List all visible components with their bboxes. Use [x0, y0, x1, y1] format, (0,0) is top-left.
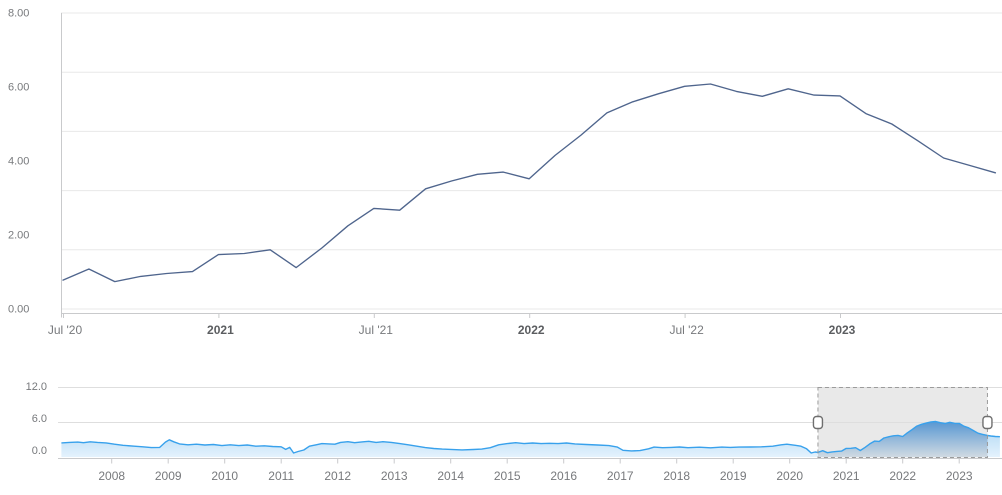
navigator-year-label: 2015 — [494, 469, 521, 483]
main-series-line[interactable] — [62, 83, 997, 283]
navigator-year-label: 2009 — [155, 469, 182, 483]
navigator-year-label: 2022 — [889, 469, 916, 483]
main-y-axis-label: 8.00 — [8, 8, 29, 20]
main-x-axis-label: 2022 — [518, 323, 545, 337]
navigator-year-label: 2019 — [720, 469, 747, 483]
navigator-year-label: 2008 — [98, 469, 125, 483]
main-x-axis-label: 2021 — [207, 323, 234, 337]
navigator-area-selected[interactable] — [61, 421, 1000, 458]
navigator-area[interactable] — [61, 421, 1000, 458]
main-y-axis-label: 0.00 — [8, 304, 29, 316]
main-x-axis-label: Jul '22 — [669, 323, 704, 337]
navigator-right-handle[interactable] — [982, 415, 993, 430]
main-x-axis-label: 2023 — [829, 323, 856, 337]
navigator-year-label: 2020 — [776, 469, 803, 483]
navigator-year-label: 2016 — [550, 469, 577, 483]
main-y-axis-label: 4.00 — [8, 156, 29, 168]
navigator-year-label: 2010 — [211, 469, 238, 483]
navigator-y-axis-label: 0.0 — [32, 445, 47, 457]
main-y-axis-label: 6.00 — [8, 82, 29, 94]
navigator-year-label: 2018 — [663, 469, 690, 483]
navigator: 2008 2009 2010 2011 2012 2013 2014 2015 2016 2017… — [26, 381, 1002, 483]
navigator-year-label: 2011 — [268, 469, 294, 483]
navigator-year-label: 2023 — [946, 469, 973, 483]
navigator-year-label: 2017 — [607, 469, 634, 483]
main-x-axis-label: Jul '21 — [359, 323, 394, 337]
main-chart: 8.00 6.00 4.00 2.00 0.00 Jul '20 2021 Jul '21 20… — [8, 8, 1002, 337]
navigator-line-selected — [817, 420, 988, 454]
navigator-year-label: 2014 — [437, 469, 464, 483]
navigator-y-axis-label: 6.0 — [32, 413, 47, 425]
navigator-year-label: 2013 — [381, 469, 408, 483]
navigator-year-label: 2021 — [833, 469, 860, 483]
navigator-year-label: 2012 — [324, 469, 351, 483]
main-y-axis-label: 2.00 — [8, 230, 29, 242]
navigator-y-axis-label: 12.0 — [26, 381, 47, 393]
main-x-axis-label: Jul '20 — [48, 323, 83, 337]
navigator-left-handle[interactable] — [812, 415, 824, 430]
